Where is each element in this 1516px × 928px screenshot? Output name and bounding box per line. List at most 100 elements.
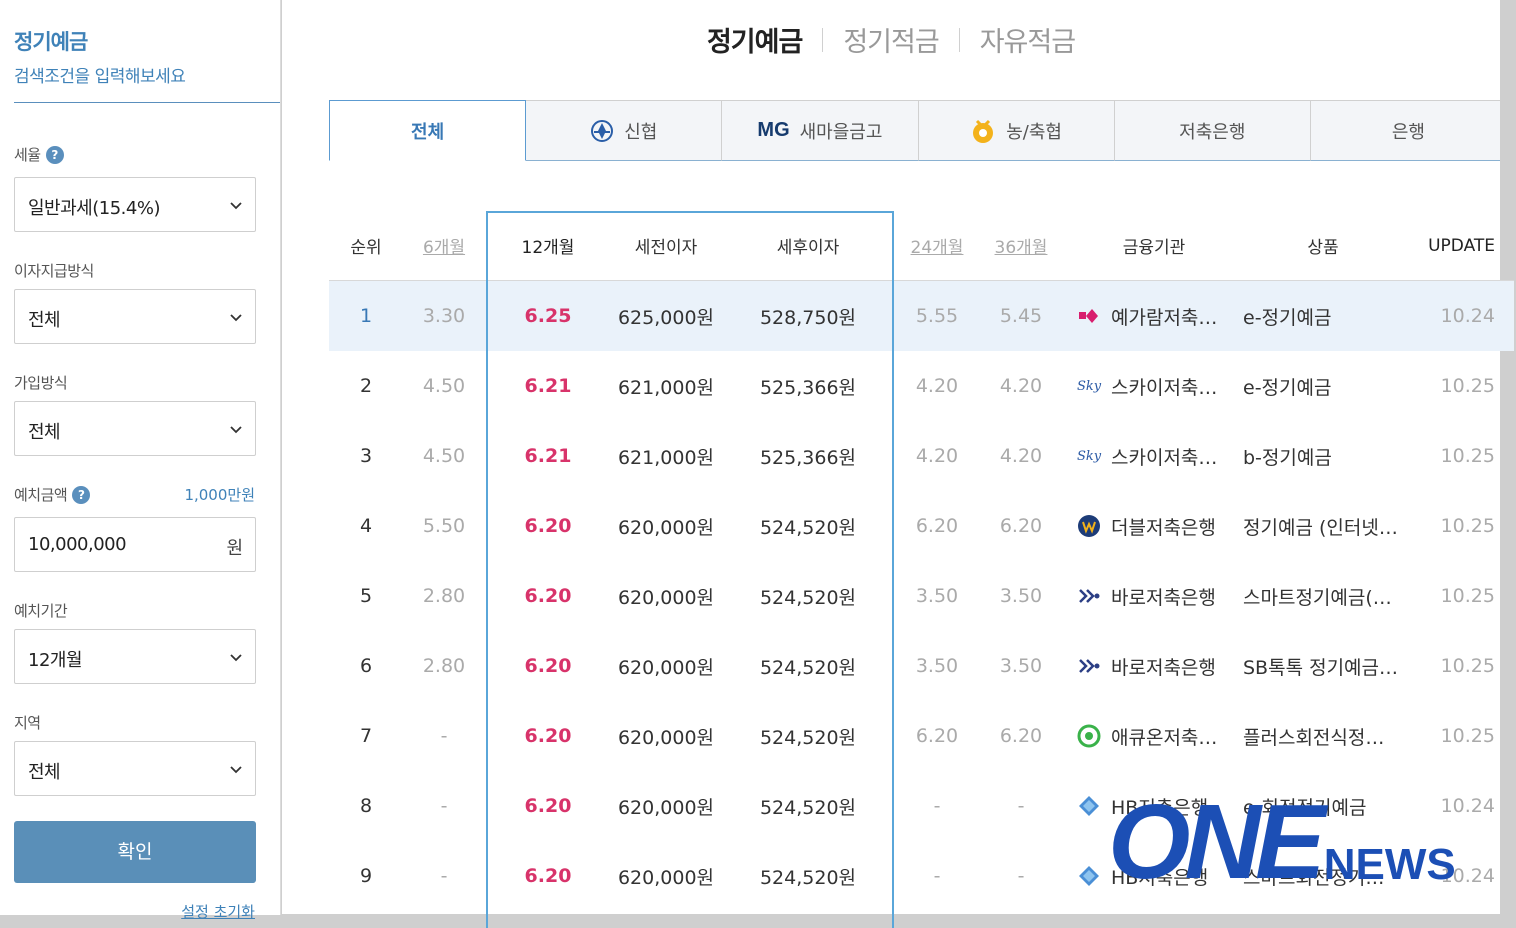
table-row[interactable]: 5 2.80 6.20 620,000원 524,520원 3.50 3.50 바로저축은행 스… bbox=[329, 561, 1514, 631]
deposit-period-select[interactable]: 12개월 bbox=[14, 629, 256, 684]
interest-method-select[interactable]: 전체 bbox=[14, 289, 256, 344]
currency-unit: 원 bbox=[226, 538, 243, 559]
product-cell[interactable]: b-정기예금 bbox=[1243, 421, 1403, 491]
join-method-select[interactable]: 전체 bbox=[14, 401, 256, 456]
institution-cell[interactable]: 애큐온저축은행 bbox=[1077, 701, 1227, 771]
table-row[interactable]: 7 - 6.20 620,000원 524,520원 6.20 6.20 애큐온저축은행 플러스… bbox=[329, 701, 1514, 771]
tab-bank-label: 은행 bbox=[1391, 121, 1425, 143]
pre-tax-interest-cell: 621,000원 bbox=[617, 446, 715, 469]
product-cell[interactable]: 스마트회전정기예금 bbox=[1243, 841, 1403, 911]
header-24m[interactable]: 24개월 bbox=[910, 238, 964, 258]
product-cell[interactable]: e-회전정기예금 bbox=[1243, 771, 1403, 841]
reset-settings-link[interactable]: 설정 초기화 bbox=[181, 903, 255, 921]
chevron-down-icon bbox=[230, 426, 242, 434]
rate-36m-cell: - bbox=[1017, 795, 1025, 817]
product-cell[interactable]: e-정기예금 bbox=[1243, 351, 1403, 421]
confirm-button[interactable]: 확인 bbox=[14, 821, 256, 883]
table-row[interactable]: 8 - 6.20 620,000원 524,520원 - - HB저축은행 e-회전정기예금 10… bbox=[329, 771, 1514, 841]
tab-installment-savings[interactable]: 정기적금 bbox=[843, 27, 939, 58]
rank-cell: 9 bbox=[359, 865, 373, 887]
rate-24m-cell: 6.20 bbox=[915, 725, 959, 747]
update-date-cell: 10.25 bbox=[1440, 515, 1495, 537]
sky-logo-icon: Sky bbox=[1077, 448, 1102, 464]
help-icon[interactable]: ? bbox=[72, 485, 91, 504]
yegaram-logo-icon bbox=[1077, 304, 1101, 328]
post-tax-interest-cell: 524,520원 bbox=[759, 656, 857, 679]
deposit-amount-label: 예치금액 ? bbox=[14, 484, 91, 505]
search-sidebar: 정기예금 검색조건을 입력해보세요 세율 ? 일반과세(15.4%) 이자지급방… bbox=[0, 0, 281, 921]
post-tax-interest-cell: 524,520원 bbox=[759, 796, 857, 819]
product-cell[interactable]: 정기예금 (인터넷뱅킹) bbox=[1243, 491, 1403, 561]
rank-cell: 8 bbox=[359, 795, 373, 817]
pre-tax-interest-cell: 621,000원 bbox=[617, 376, 715, 399]
deposit-period-label-text: 예치기간 bbox=[14, 602, 68, 620]
product-cell[interactable]: 스마트정기예금(인터넷) bbox=[1243, 561, 1403, 631]
table-row[interactable]: 2 4.50 6.21 621,000원 525,366원 4.20 4.20 Sky 스카이저… bbox=[329, 351, 1514, 421]
rate-6m-cell: 5.50 bbox=[422, 515, 466, 537]
join-method-label: 가입방식 bbox=[14, 372, 68, 393]
product-type-tabs: 정기예금 정기적금 자유적금 bbox=[282, 20, 1500, 59]
rate-24m-cell: - bbox=[933, 795, 941, 817]
rate-6m-cell: - bbox=[440, 725, 448, 747]
tab-bank[interactable]: 은행 bbox=[1310, 100, 1500, 161]
post-tax-interest-cell: 525,366원 bbox=[759, 376, 857, 399]
product-name: 스마트정기예금(인터넷) bbox=[1243, 586, 1399, 609]
header-6m[interactable]: 6개월 bbox=[422, 238, 466, 258]
institution-cell[interactable]: 더블저축은행 bbox=[1077, 491, 1227, 561]
shinhyup-logo-icon bbox=[591, 119, 614, 142]
institution-cell[interactable]: HB저축은행 bbox=[1077, 771, 1227, 841]
header-12m[interactable]: 12개월 bbox=[521, 238, 575, 258]
product-cell[interactable]: e-정기예금 bbox=[1243, 281, 1403, 351]
institution-name: 스카이저축은행 bbox=[1111, 446, 1219, 469]
tab-saemaul-label: 새마을금고 bbox=[799, 121, 883, 143]
institution-cell[interactable]: HB저축은행 bbox=[1077, 841, 1227, 911]
help-icon[interactable]: ? bbox=[45, 145, 64, 164]
tab-fixed-deposit[interactable]: 정기예금 bbox=[706, 27, 803, 58]
header-product: 상품 bbox=[1307, 238, 1339, 258]
rank-cell: 7 bbox=[359, 725, 373, 747]
region-select[interactable]: 전체 bbox=[14, 741, 256, 796]
rate-table: 순위 6개월 12개월 세전이자 세후이자 24개월 36개월 금융기관 상품 … bbox=[329, 211, 1514, 911]
rank-cell: 6 bbox=[359, 655, 373, 677]
deposit-amount-input[interactable]: 10,000,000 원 bbox=[14, 517, 256, 572]
table-row[interactable]: 9 - 6.20 620,000원 524,520원 - - HB저축은행 스마트회전정기예금 1… bbox=[329, 841, 1514, 911]
product-name: 스마트회전정기예금 bbox=[1243, 866, 1399, 889]
header-36m[interactable]: 36개월 bbox=[994, 238, 1048, 258]
rate-24m-cell: - bbox=[933, 865, 941, 887]
table-row[interactable]: 1 3.30 6.25 625,000원 528,750원 5.55 5.45 예가람저축은행… bbox=[329, 281, 1514, 351]
institution-cell[interactable]: Sky 스카이저축은행 bbox=[1077, 421, 1227, 491]
pre-tax-interest-cell: 620,000원 bbox=[617, 726, 715, 749]
tax-select[interactable]: 일반과세(15.4%) bbox=[14, 177, 256, 232]
update-date-cell: 10.25 bbox=[1440, 445, 1495, 467]
tab-separator bbox=[822, 27, 824, 52]
deposit-amount-label-text: 예치금액 bbox=[14, 486, 68, 504]
institution-cell[interactable]: 바로저축은행 bbox=[1077, 561, 1227, 631]
table-row[interactable]: 4 5.50 6.20 620,000원 524,520원 6.20 6.20 더블저축은행 정… bbox=[329, 491, 1514, 561]
institution-name: 예가람저축은행 bbox=[1111, 306, 1219, 329]
rate-36m-cell: 3.50 bbox=[999, 655, 1043, 677]
table-row[interactable]: 6 2.80 6.20 620,000원 524,520원 3.50 3.50 바로저축은행 S… bbox=[329, 631, 1514, 701]
post-tax-interest-cell: 528,750원 bbox=[759, 306, 857, 329]
rate-36m-cell: 6.20 bbox=[999, 725, 1043, 747]
product-cell[interactable]: 플러스회전식정기예금 bbox=[1243, 701, 1403, 771]
rate-36m-cell: 5.45 bbox=[999, 305, 1043, 327]
tab-nonghyup[interactable]: 농/축협 bbox=[918, 100, 1115, 161]
region-value: 전체 bbox=[28, 762, 61, 783]
tab-all[interactable]: 전체 bbox=[329, 100, 527, 161]
tab-saemaul[interactable]: MG 새마을금고 bbox=[722, 100, 919, 161]
table-row[interactable]: 3 4.50 6.21 621,000원 525,366원 4.20 4.20 Sky 스카이저… bbox=[329, 421, 1514, 491]
product-name: SB톡톡 정기예금(비대면) bbox=[1243, 656, 1399, 679]
institution-cell[interactable]: 예가람저축은행 bbox=[1077, 281, 1227, 351]
pre-tax-interest-cell: 620,000원 bbox=[617, 516, 715, 539]
institution-cell[interactable]: 바로저축은행 bbox=[1077, 631, 1227, 701]
tab-savings-bank[interactable]: 저축은행 bbox=[1114, 100, 1311, 161]
tab-free-savings[interactable]: 자유적금 bbox=[979, 27, 1076, 58]
product-cell[interactable]: SB톡톡 정기예금(비대면) bbox=[1243, 631, 1403, 701]
institution-name: HB저축은행 bbox=[1111, 866, 1209, 889]
institution-tabs: 전체 신협 MG 새마을금고 농/축협 저축은행 은행 bbox=[329, 100, 1500, 161]
institution-cell[interactable]: Sky 스카이저축은행 bbox=[1077, 351, 1227, 421]
institution-name: 바로저축은행 bbox=[1111, 656, 1216, 679]
tab-shinhyup[interactable]: 신협 bbox=[526, 100, 723, 161]
product-name: b-정기예금 bbox=[1243, 446, 1332, 469]
sidebar-divider bbox=[14, 102, 280, 103]
